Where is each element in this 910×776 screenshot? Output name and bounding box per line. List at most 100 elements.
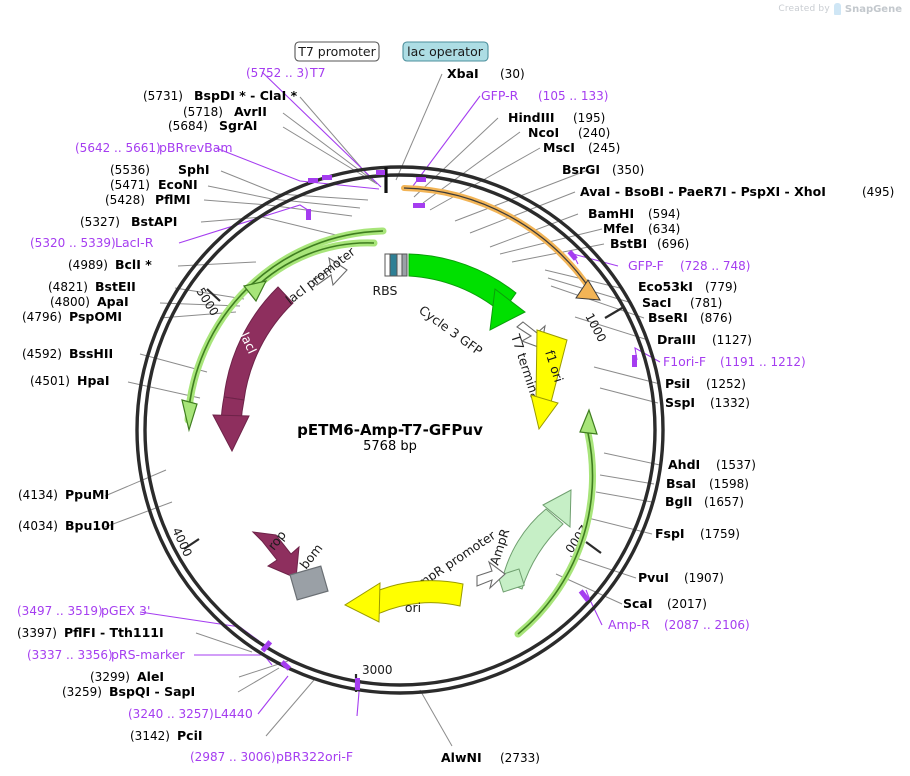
label-gfp-f[interactable]: GFP-F (728 .. 748) <box>628 258 750 273</box>
label-bamhi[interactable]: BamHI (594) <box>588 206 680 221</box>
label-name: PvuI <box>638 570 669 585</box>
label-sphi[interactable]: (5536) SphI <box>110 162 210 177</box>
snapgene-watermark: Created by SnapGene <box>778 3 902 15</box>
label-pos: (2987 .. 3006) <box>190 750 276 764</box>
feature-ori: ori <box>343 580 464 623</box>
label-sspi[interactable]: SspI (1332) <box>665 395 750 410</box>
label-pcii[interactable]: (3142) PciI <box>130 728 203 743</box>
feature-label-rbs: RBS <box>373 283 398 298</box>
label-avai-bsobi-paer7i-pspxi-xhoi[interactable]: AvaI - BsoBI - PaeR7I - PspXI - XhoI (49… <box>580 184 894 199</box>
label-pos: (195) <box>573 111 605 125</box>
boxed-label-t7-promoter[interactable]: T7 promoter <box>294 41 380 62</box>
restriction-site-ticks <box>260 170 637 690</box>
label-pos: (4800) <box>50 295 90 309</box>
label-pos: (2087 .. 2106) <box>664 618 750 632</box>
label-bsshii[interactable]: (4592) BssHII <box>22 346 113 361</box>
label-draiii[interactable]: DraIII (1127) <box>657 332 752 347</box>
label-pbr322ori-f[interactable]: (2987 .. 3006) pBR322ori-F <box>190 749 353 764</box>
label-ncoi[interactable]: NcoI (240) <box>528 125 610 140</box>
label-pbrrevbam[interactable]: (5642 .. 5661) pBRrevBam <box>75 140 233 155</box>
label-ppumi[interactable]: (4134) PpuMI <box>18 487 109 502</box>
label-bstbi[interactable]: BstBI (696) <box>610 236 689 251</box>
label-pos: (1657) <box>704 495 744 509</box>
label-pos: (5642 .. 5661) <box>75 141 161 155</box>
label-pos: (4796) <box>22 310 62 324</box>
label-alei[interactable]: (3299) AleI <box>90 669 164 684</box>
label-pos: (4592) <box>22 347 62 361</box>
feature-label-ori: ori <box>405 600 421 615</box>
plasmid-length: 5768 bp <box>363 439 417 454</box>
label-t7-primer[interactable]: (5752 .. 3) T7 <box>246 65 326 80</box>
label-msci[interactable]: MscI (245) <box>543 140 620 155</box>
label-bgli[interactable]: BglI (1657) <box>665 494 744 509</box>
label-name: SspI <box>665 395 695 410</box>
label-eco53ki[interactable]: Eco53kI (779) <box>638 279 737 294</box>
label-xbai[interactable]: XbaI (30) <box>447 66 525 81</box>
label-pos: (1332) <box>710 396 750 410</box>
label-scai[interactable]: ScaI (2017) <box>623 596 707 611</box>
label-gfp-r[interactable]: GFP-R (105 .. 133) <box>481 88 608 103</box>
feature-lacI: lacI <box>212 286 294 453</box>
label-name: EcoNI <box>158 177 198 192</box>
feature-ampR-orf-arc <box>514 408 598 638</box>
label-bseri[interactable]: BseRI (876) <box>648 310 732 325</box>
label-pos: (4989) <box>68 258 108 272</box>
label-bstapi[interactable]: (5327) BstAPI <box>80 214 177 229</box>
label-bspdi-clai[interactable]: (5731) BspDI * - ClaI * <box>143 88 298 103</box>
label-bspqi-sapi[interactable]: (3259) BspQI - SapI <box>62 684 195 699</box>
label-pos: (1598) <box>709 477 749 491</box>
label-psii[interactable]: PsiI (1252) <box>665 376 746 391</box>
label-pos: (3397) <box>17 626 57 640</box>
label-hpai[interactable]: (4501) HpaI <box>30 373 110 388</box>
label-f1ori-f[interactable]: F1ori-F (1191 .. 1212) <box>663 354 806 369</box>
label-amp-r[interactable]: Amp-R (2087 .. 2106) <box>608 617 750 632</box>
label-bsai[interactable]: BsaI (1598) <box>666 476 749 491</box>
label-name: pBR322ori-F <box>276 749 353 764</box>
label-avrii[interactable]: (5718) AvrII <box>183 104 267 119</box>
label-bstei[interactable]: (4821) BstEII <box>48 279 136 294</box>
label-name: PflFI - Tth111I <box>64 625 164 640</box>
label-fspi[interactable]: FspI (1759) <box>655 526 740 541</box>
label-name: BseRI <box>648 310 688 325</box>
label-name: pRS-marker <box>111 647 186 662</box>
label-name: AvrII <box>234 104 267 119</box>
label-pflfi-tth111i[interactable]: (3397) PflFI - Tth111I <box>17 625 164 640</box>
label-bpu10i[interactable]: (4034) Bpu10I <box>18 518 114 533</box>
label-ahdi[interactable]: AhdI (1537) <box>668 457 756 472</box>
boxed-label-t7-promoter-text: T7 promoter <box>297 44 376 59</box>
label-pspomi[interactable]: (4796) PspOMI <box>22 309 122 324</box>
label-pgex3[interactable]: (3497 .. 3519) pGEX 3' <box>17 603 150 618</box>
label-name: XbaI <box>447 66 479 81</box>
label-laci-r[interactable]: (5320 .. 5339) LacI-R <box>30 235 154 250</box>
label-pos: (5536) <box>110 163 150 177</box>
label-name: HindIII <box>508 110 555 125</box>
label-econi[interactable]: (5471) EcoNI <box>110 177 198 192</box>
label-pvui[interactable]: PvuI (1907) <box>638 570 724 585</box>
label-pos: (105 .. 133) <box>538 89 608 103</box>
label-name: BstEII <box>95 279 136 294</box>
plasmid-title-group: pETM6-Amp-T7-GFPuv 5768 bp <box>297 421 483 454</box>
label-pos: (4821) <box>48 280 88 294</box>
label-pos: (495) <box>862 185 894 199</box>
label-name: AlwNI <box>441 750 482 765</box>
label-pos: (1127) <box>712 333 752 347</box>
label-pflmi[interactable]: (5428) PflMI <box>105 192 191 207</box>
label-bcli[interactable]: (4989) BclI * <box>68 257 152 272</box>
label-apai[interactable]: (4800) ApaI <box>50 294 129 309</box>
label-mfei[interactable]: MfeI (634) <box>603 221 680 236</box>
label-hindiii[interactable]: HindIII (195) <box>508 110 605 125</box>
boxed-label-lac-operator[interactable]: lac operator <box>402 41 489 62</box>
label-prs-marker[interactable]: (3337 .. 3356) pRS-marker <box>27 647 186 662</box>
label-name: HpaI <box>77 373 110 388</box>
label-saci[interactable]: SacI (781) <box>642 295 722 310</box>
label-alwni[interactable]: AlwNI (2733) <box>441 750 540 765</box>
label-sgrai[interactable]: (5684) SgrAI <box>168 118 257 133</box>
label-name: ApaI <box>97 294 129 309</box>
label-bsrgi[interactable]: BsrGI (350) <box>562 162 644 177</box>
label-name: GFP-F <box>628 258 664 273</box>
label-l4440[interactable]: (3240 .. 3257) L4440 <box>128 706 253 721</box>
label-name: BsrGI <box>562 162 600 177</box>
label-name: SphI <box>178 162 210 177</box>
label-name: NcoI <box>528 125 559 140</box>
left-label-column: (5731) BspDI * - ClaI * (5718) AvrII (56… <box>17 88 353 764</box>
